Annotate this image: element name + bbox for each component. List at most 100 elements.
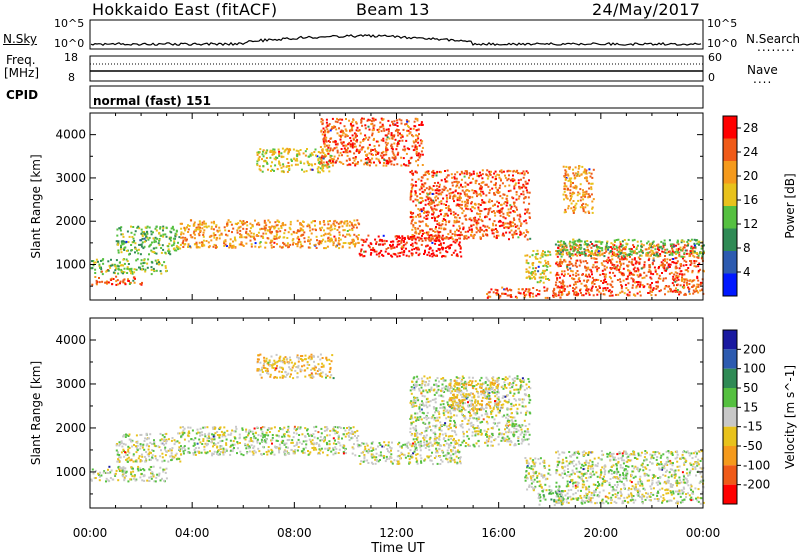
scatter-cell xyxy=(628,291,631,294)
scatter-cell xyxy=(523,235,526,238)
scatter-cell xyxy=(145,444,148,447)
scatter-cell xyxy=(664,260,666,263)
scatter-cell xyxy=(267,446,270,448)
scatter-cell xyxy=(411,242,414,245)
scatter-cell xyxy=(354,145,357,148)
scatter-cell xyxy=(183,427,186,430)
scatter-cell xyxy=(143,231,145,233)
scatter-cell xyxy=(182,246,185,248)
scatter-cell xyxy=(560,285,563,288)
scatter-cell xyxy=(570,202,573,205)
scatter-cell xyxy=(408,237,411,240)
scatter-cell xyxy=(365,158,368,160)
scatter-cell xyxy=(605,244,608,247)
scatter-cell xyxy=(161,264,164,267)
scatter-cell xyxy=(364,127,367,130)
scatter-cell xyxy=(569,284,572,287)
scatter-cell xyxy=(119,264,122,267)
scatter-cell xyxy=(595,257,598,260)
scatter-cell xyxy=(259,228,262,231)
y-tick-label: 2000 xyxy=(55,214,86,228)
scatter-cell xyxy=(307,239,310,242)
scatter-cell xyxy=(481,220,484,223)
scatter-cell xyxy=(170,449,173,452)
scatter-cell xyxy=(500,179,502,182)
scatter-cell xyxy=(615,268,618,271)
scatter-cell xyxy=(265,160,268,163)
scatter-cell xyxy=(484,216,486,219)
scatter-cell xyxy=(591,211,594,214)
scatter-cell xyxy=(450,173,453,176)
scatter-cell xyxy=(418,213,421,216)
scatter-cell xyxy=(316,155,319,158)
scatter-cell xyxy=(528,271,530,274)
scatter-cell xyxy=(456,199,459,202)
scatter-cell xyxy=(412,173,415,176)
scatter-cell xyxy=(496,289,499,292)
scatter-cell xyxy=(406,147,409,150)
scatter-cell xyxy=(513,205,516,208)
scatter-cell xyxy=(367,146,370,149)
scatter-cell xyxy=(494,175,497,178)
scatter-cell xyxy=(155,252,158,255)
scatter-cell xyxy=(225,233,227,236)
scatter-cell xyxy=(323,143,326,146)
scatter-cell xyxy=(161,434,164,437)
scatter-cell xyxy=(125,240,128,243)
scatter-cell xyxy=(538,276,541,279)
scatter-cell xyxy=(344,128,347,131)
scatter-cell xyxy=(589,268,592,271)
scatter-cell xyxy=(636,240,639,243)
scatter-cell xyxy=(270,244,273,247)
scatter-cell xyxy=(124,443,127,446)
scatter-cell xyxy=(370,252,373,254)
scatter-cell xyxy=(322,140,325,143)
scatter-cell xyxy=(201,227,204,230)
scatter-cell xyxy=(267,450,270,453)
scatter-cell xyxy=(528,275,531,278)
scatter-cell xyxy=(406,129,408,132)
scatter-cell xyxy=(611,294,614,297)
scatter-cell xyxy=(364,240,367,243)
scatter-cell xyxy=(299,241,302,243)
scatter-cell xyxy=(166,450,168,453)
scatter-cell xyxy=(567,272,570,275)
scatter-cell xyxy=(328,150,331,153)
scatter-cell xyxy=(567,179,570,182)
scatter-cell xyxy=(223,242,226,245)
scatter-cell xyxy=(676,250,679,253)
scatter-cell xyxy=(350,139,353,142)
scatter-cell xyxy=(443,227,446,230)
scatter-cell xyxy=(411,238,414,241)
scatter-cell xyxy=(332,140,335,143)
scatter-cell xyxy=(502,170,505,173)
scatter-cell xyxy=(508,294,511,297)
scatter-cell xyxy=(640,254,643,257)
scatter-cell xyxy=(697,285,700,288)
scatter-cell xyxy=(624,252,627,255)
scatter-cell xyxy=(145,432,148,435)
scatter-cell xyxy=(226,221,229,224)
scatter-cell xyxy=(500,224,503,227)
scatter-cell xyxy=(394,157,397,160)
scatter-cell xyxy=(353,219,356,222)
scatter-cell xyxy=(512,210,515,212)
scatter-cell xyxy=(417,137,420,140)
scatter-cell xyxy=(372,247,375,250)
scatter-cell xyxy=(361,148,364,151)
scatter-cell xyxy=(352,157,355,160)
scatter-cell xyxy=(513,219,516,221)
scatter-cell xyxy=(414,222,417,224)
scatter-cell xyxy=(502,193,505,196)
scatter-cell xyxy=(344,151,347,154)
scatter-cell xyxy=(504,185,507,188)
scatter-cell xyxy=(650,272,653,275)
scatter-cell xyxy=(470,202,473,205)
scatter-cell xyxy=(411,169,413,172)
scatter-cell xyxy=(525,276,528,279)
scatter-cell xyxy=(617,238,620,241)
scatter-cell xyxy=(487,211,490,214)
scatter-cell xyxy=(224,451,226,454)
scatter-cell xyxy=(443,215,446,218)
scatter-cell xyxy=(156,261,158,264)
